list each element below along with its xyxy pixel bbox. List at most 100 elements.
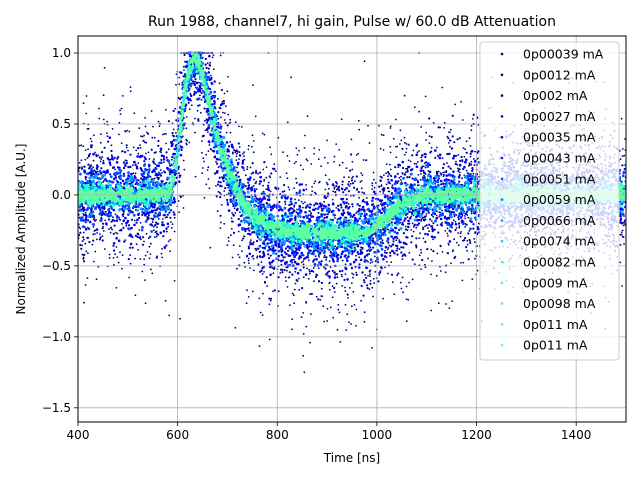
data-point bbox=[82, 236, 85, 239]
data-point bbox=[474, 150, 476, 153]
data-point bbox=[112, 257, 115, 259]
data-point bbox=[350, 138, 353, 141]
data-point bbox=[108, 228, 110, 231]
data-point bbox=[465, 169, 468, 172]
data-point bbox=[161, 256, 164, 259]
data-point bbox=[201, 89, 204, 92]
data-point bbox=[623, 221, 626, 224]
data-point bbox=[101, 227, 104, 230]
data-point bbox=[200, 87, 203, 90]
data-point bbox=[162, 133, 164, 136]
data-point bbox=[440, 173, 443, 176]
data-point bbox=[117, 261, 120, 264]
data-point bbox=[455, 160, 457, 163]
data-point bbox=[135, 149, 138, 152]
data-point bbox=[403, 94, 406, 97]
data-point bbox=[235, 208, 239, 212]
data-point bbox=[124, 130, 127, 133]
data-point bbox=[160, 158, 163, 161]
data-point bbox=[113, 264, 115, 266]
data-point bbox=[190, 85, 192, 88]
data-point bbox=[378, 185, 381, 188]
data-point bbox=[124, 159, 127, 162]
data-point bbox=[430, 213, 433, 216]
data-point bbox=[314, 207, 317, 210]
data-point bbox=[382, 134, 385, 137]
data-point bbox=[243, 261, 246, 264]
data-point bbox=[385, 172, 387, 175]
data-point bbox=[340, 273, 343, 276]
data-point bbox=[251, 162, 254, 165]
data-point bbox=[287, 249, 290, 252]
data-point bbox=[94, 229, 97, 232]
data-point bbox=[401, 160, 405, 164]
data-point bbox=[443, 122, 446, 124]
data-point bbox=[110, 144, 113, 147]
data-point bbox=[135, 221, 138, 224]
data-point bbox=[418, 110, 421, 113]
data-point bbox=[391, 184, 394, 187]
data-point bbox=[108, 257, 111, 259]
data-point bbox=[256, 256, 258, 259]
data-point bbox=[476, 269, 479, 272]
data-point bbox=[84, 149, 87, 152]
data-point bbox=[395, 239, 398, 242]
data-point bbox=[134, 234, 137, 237]
data-point bbox=[295, 262, 298, 265]
data-point bbox=[147, 217, 150, 220]
data-point bbox=[228, 155, 231, 158]
data-point bbox=[331, 183, 335, 186]
data-point bbox=[328, 260, 331, 262]
data-point bbox=[172, 135, 175, 138]
data-point bbox=[458, 174, 461, 177]
data-point bbox=[329, 266, 332, 269]
data-point bbox=[182, 159, 185, 162]
data-point bbox=[452, 249, 454, 252]
data-point bbox=[155, 221, 158, 224]
data-point bbox=[258, 297, 261, 300]
data-point bbox=[358, 196, 360, 199]
data-point bbox=[389, 168, 392, 171]
data-point bbox=[107, 140, 110, 143]
data-point bbox=[282, 151, 284, 154]
data-point bbox=[373, 178, 375, 181]
data-point bbox=[115, 231, 117, 234]
data-point bbox=[85, 95, 88, 97]
data-point bbox=[373, 255, 376, 258]
data-point bbox=[90, 140, 93, 143]
data-point bbox=[238, 158, 240, 161]
data-point bbox=[161, 172, 163, 174]
data-point bbox=[314, 202, 318, 205]
data-point bbox=[255, 169, 257, 172]
data-point bbox=[332, 316, 335, 319]
data-point bbox=[270, 172, 273, 175]
data-point bbox=[471, 118, 474, 120]
data-point bbox=[402, 246, 405, 249]
data-point bbox=[371, 261, 374, 263]
data-point bbox=[162, 157, 165, 159]
data-point bbox=[118, 121, 121, 124]
data-point bbox=[78, 166, 81, 169]
data-point bbox=[385, 251, 388, 254]
data-point bbox=[244, 230, 247, 233]
data-point bbox=[121, 213, 124, 216]
data-point bbox=[158, 125, 161, 128]
data-point bbox=[201, 172, 204, 175]
data-point bbox=[371, 188, 374, 191]
data-point bbox=[463, 155, 466, 158]
data-point bbox=[250, 188, 254, 192]
data-point bbox=[247, 257, 250, 260]
data-point bbox=[444, 230, 447, 232]
data-point bbox=[413, 162, 416, 165]
data-point bbox=[138, 229, 141, 231]
data-point bbox=[346, 313, 349, 316]
data-point bbox=[293, 302, 296, 305]
data-point bbox=[365, 159, 367, 162]
data-point bbox=[324, 196, 327, 199]
data-point bbox=[315, 295, 318, 298]
data-point bbox=[212, 68, 215, 71]
data-point bbox=[383, 211, 386, 214]
data-point bbox=[180, 71, 183, 75]
data-point bbox=[457, 244, 460, 247]
data-point bbox=[461, 159, 464, 162]
